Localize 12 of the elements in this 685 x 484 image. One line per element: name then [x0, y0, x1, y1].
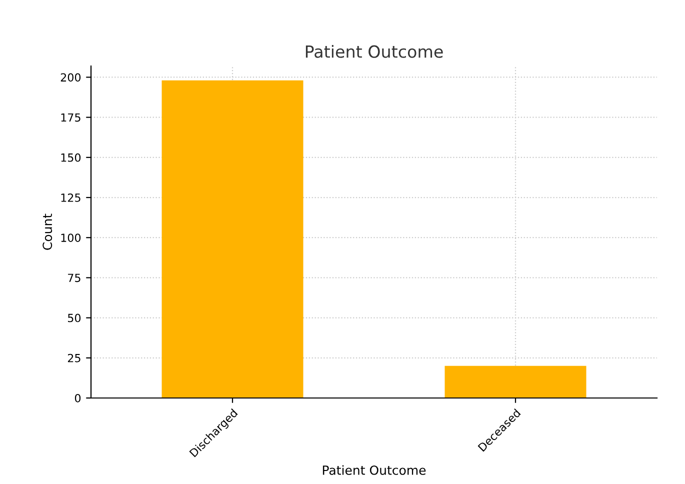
x-axis-title: Patient Outcome: [322, 465, 426, 475]
y-tick-label: 125: [61, 193, 80, 202]
y-axis-title: Count: [42, 214, 52, 250]
y-tick-label: 50: [68, 314, 81, 322]
y-tick-label: 0: [74, 394, 81, 402]
y-tick-label: 100: [61, 234, 81, 242]
chart-title: Patient Outcome: [306, 45, 443, 58]
y-tick-label: 200: [60, 73, 81, 82]
y-tick-label: 150: [61, 153, 81, 162]
y-tick-label: 175: [61, 113, 80, 122]
y-tick-label: 75: [68, 274, 80, 282]
y-tick-label: 25: [68, 354, 80, 362]
